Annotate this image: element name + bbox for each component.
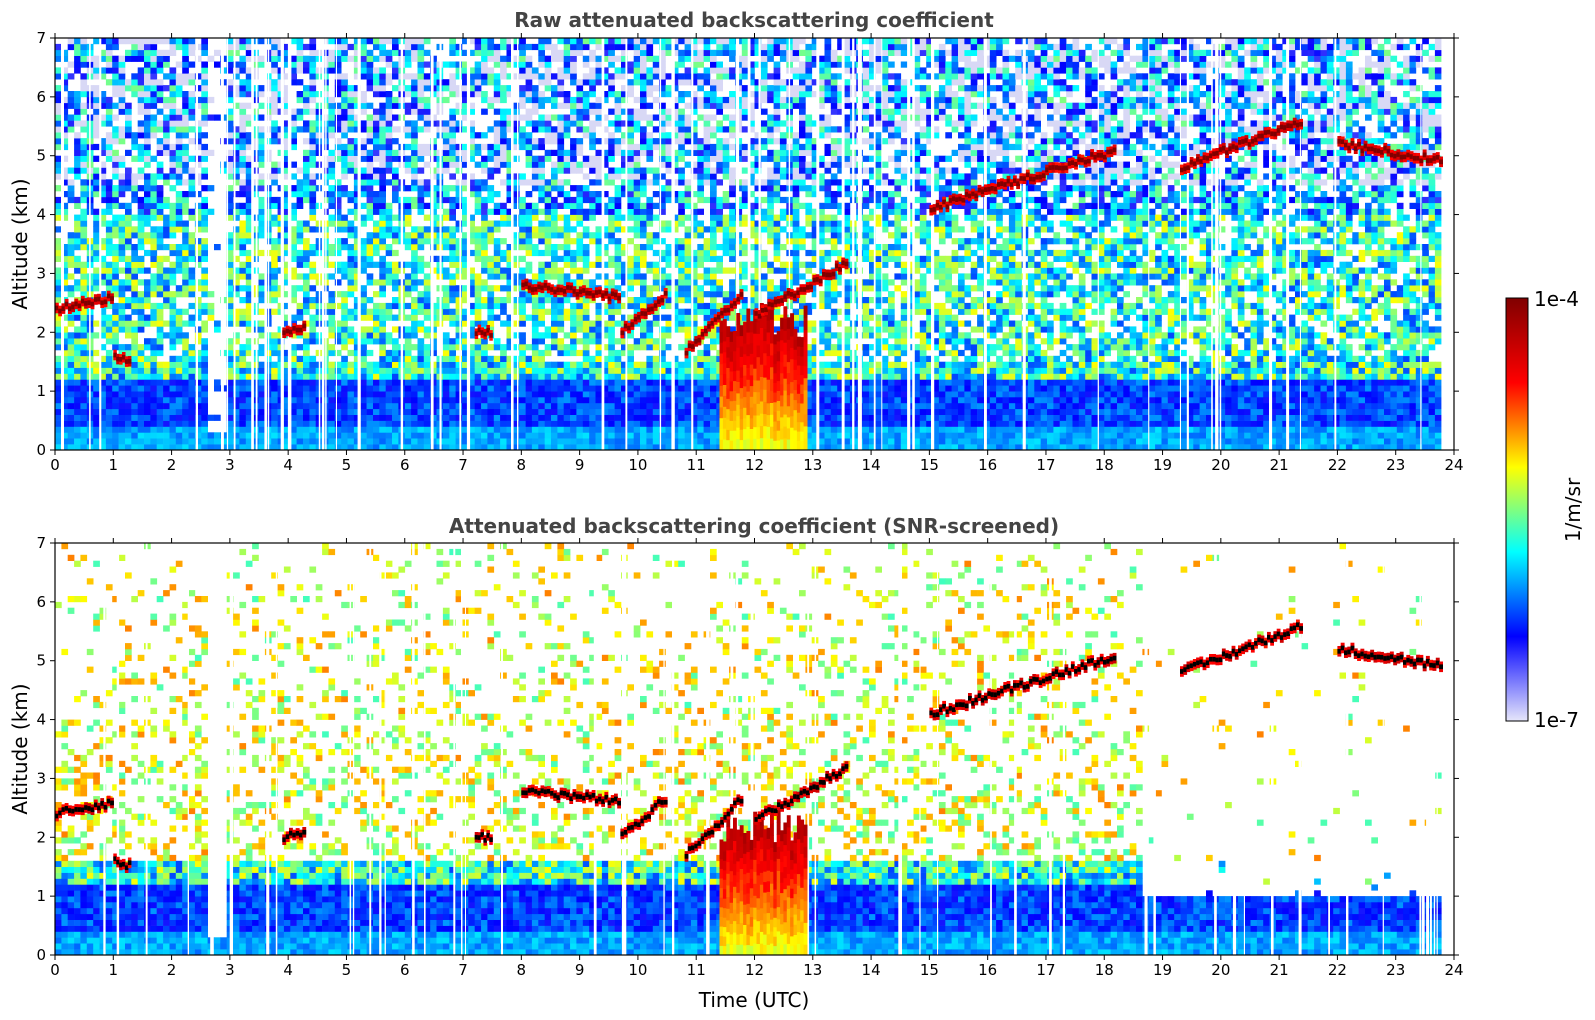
x-tick-label: 10 [628,961,647,979]
x-tick-label: 1 [109,961,119,979]
x-tick-label: 1 [109,456,119,474]
x-tick-label: 7 [458,961,468,979]
x-tick-label: 22 [1328,456,1347,474]
x-tick-label: 16 [978,456,997,474]
x-tick-label: 6 [400,961,410,979]
panel-raw-ylabel: Altitude (km) [8,178,32,309]
panel-screened-ticks: 0 1 2 3 4 5 6 7 8 9 10 11 12 13 14 15 16 17 18 19 20 21 22 23 24… [36,534,1463,979]
x-tick-label: 2 [167,456,177,474]
panel-screened: Attenuated backscattering coefficient (S… [8,514,1464,1012]
y-tick-label: 0 [36,441,46,459]
x-tick-label: 3 [225,961,235,979]
x-tick-label: 13 [803,961,822,979]
y-tick-label: 6 [36,593,46,611]
y-tick-label: 0 [36,946,46,964]
x-tick-label: 21 [1270,456,1289,474]
y-tick-label: 2 [36,323,46,341]
panel-screened-xlabel: Time (UTC) [698,988,810,1012]
x-tick-label: 14 [862,961,881,979]
panel-raw: Raw attenuated backscattering coefficien… [8,8,1464,474]
panel-raw-ticks: 0 1 2 3 4 5 6 7 8 9 10 11 12 13 14 15 16 17 18 19 20 21 22 23 24… [36,29,1463,474]
x-tick-label: 20 [1211,456,1230,474]
x-tick-label: 24 [1444,961,1463,979]
x-tick-label: 18 [1095,961,1114,979]
x-tick-label: 4 [283,961,293,979]
x-tick-label: 0 [50,456,60,474]
y-tick-label: 4 [36,711,46,729]
y-tick-label: 6 [36,88,46,106]
x-tick-label: 0 [50,961,60,979]
x-tick-label: 9 [575,961,585,979]
x-tick-label: 8 [517,456,527,474]
x-tick-label: 12 [745,961,764,979]
x-tick-label: 3 [225,456,235,474]
y-tick-label: 3 [36,769,46,787]
x-tick-label: 15 [920,456,939,474]
panel-screened-ylabel: Altitude (km) [8,683,32,814]
x-tick-label: 19 [1153,456,1172,474]
colorbar-gradient [1505,297,1529,722]
x-tick-label: 4 [283,456,293,474]
colorbar-max-label: 1e-4 [1534,287,1579,311]
x-tick-label: 12 [745,456,764,474]
y-tick-label: 2 [36,828,46,846]
x-tick-label: 22 [1328,961,1347,979]
panel-screened-heatmap [55,543,1443,955]
colorbar-label: 1/m/sr [1561,477,1585,542]
y-tick-label: 7 [36,534,46,552]
x-tick-label: 7 [458,456,468,474]
y-tick-label: 3 [36,264,46,282]
x-tick-label: 17 [1036,456,1055,474]
x-tick-label: 5 [342,456,352,474]
x-tick-label: 6 [400,456,410,474]
colorbar-min-label: 1e-7 [1534,708,1579,732]
x-tick-label: 24 [1444,456,1463,474]
y-tick-label: 4 [36,206,46,224]
x-tick-label: 9 [575,456,585,474]
x-tick-label: 11 [687,456,706,474]
x-tick-label: 10 [628,456,647,474]
x-tick-label: 23 [1386,961,1405,979]
x-tick-label: 16 [978,961,997,979]
x-tick-label: 20 [1211,961,1230,979]
x-tick-label: 8 [517,961,527,979]
x-tick-label: 23 [1386,456,1405,474]
x-tick-label: 14 [862,456,881,474]
x-tick-label: 15 [920,961,939,979]
panel-raw-title: Raw attenuated backscattering coefficien… [514,8,994,32]
y-tick-label: 5 [36,652,46,670]
y-tick-label: 1 [36,382,46,400]
x-tick-label: 5 [342,961,352,979]
x-tick-label: 11 [687,961,706,979]
x-tick-label: 17 [1036,961,1055,979]
colorbar: 1e-4 1e-7 1/m/sr [1505,287,1585,732]
y-tick-label: 5 [36,147,46,165]
x-tick-label: 13 [803,456,822,474]
x-tick-label: 21 [1270,961,1289,979]
panel-screened-title: Attenuated backscattering coefficient (S… [449,514,1059,538]
y-tick-label: 1 [36,887,46,905]
panel-raw-heatmap [55,38,1444,450]
x-tick-label: 18 [1095,456,1114,474]
x-tick-label: 19 [1153,961,1172,979]
x-tick-label: 2 [167,961,177,979]
y-tick-label: 7 [36,29,46,47]
